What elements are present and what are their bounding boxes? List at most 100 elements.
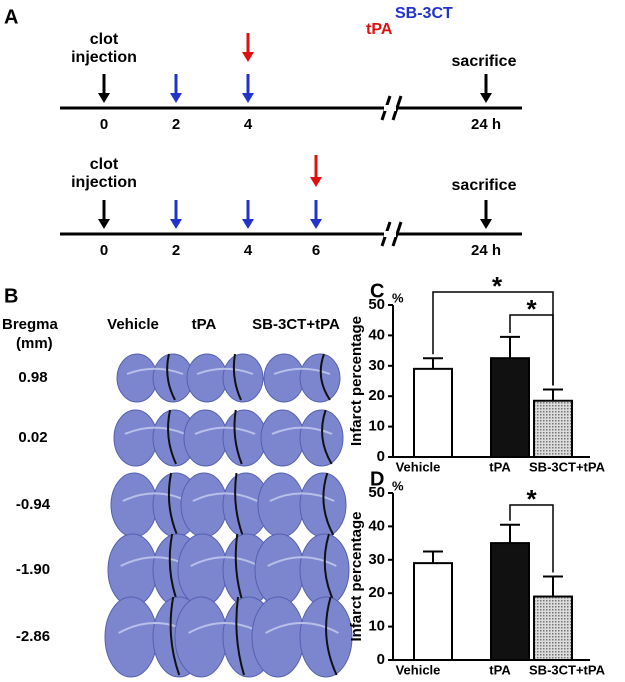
brain-slice: [113, 409, 158, 467]
significance-star: *: [492, 271, 503, 301]
brain-slice: [222, 353, 264, 403]
arrow-head: [170, 93, 182, 103]
axis-break: [391, 95, 403, 121]
y-tick-label: 30: [368, 551, 385, 568]
infarct-border: [235, 596, 245, 676]
timeline-tick: 24 h: [471, 116, 501, 133]
panel-label: B: [4, 285, 18, 307]
timeline-tick: 4: [244, 116, 253, 133]
infarct-border: [166, 353, 176, 401]
row-header: (mm): [16, 335, 53, 352]
bar: [413, 562, 453, 662]
slice-detail: [265, 622, 339, 634]
row-label: 0.02: [18, 429, 47, 446]
y-axis-label: Infarct percentage: [348, 511, 365, 641]
column-header: tPA: [192, 316, 217, 333]
y-unit: %: [392, 290, 404, 305]
arrow-head: [242, 52, 254, 62]
y-tick-label: 40: [368, 517, 385, 534]
bar-texture: [535, 597, 571, 659]
x-tick-label: Vehicle: [396, 662, 441, 677]
brain-slice: [180, 472, 228, 538]
arrow-head: [480, 93, 492, 103]
row-label: -2.86: [16, 628, 50, 645]
arrow-head: [310, 219, 322, 229]
significance-bracket: [509, 504, 554, 573]
y-tick-label: 10: [368, 618, 385, 635]
y-tick-label: 50: [368, 484, 385, 501]
brain-slice: [254, 533, 305, 607]
bar-texture: [535, 401, 571, 456]
infarct-border: [167, 472, 179, 536]
brain-slice: [104, 596, 158, 678]
infarct-border: [169, 596, 181, 676]
slice-detail: [190, 556, 260, 567]
brain-slice: [110, 472, 158, 538]
significance-star: *: [526, 484, 537, 514]
brain-slice: [107, 533, 158, 607]
y-tick-label: 40: [368, 326, 385, 343]
legend-entry: tPA: [366, 21, 393, 38]
significance-bracket: [509, 314, 554, 386]
brain-slice: [177, 533, 228, 607]
legend-entry: SB-3CT: [395, 5, 453, 22]
significance-star: *: [526, 294, 537, 324]
brain-slice: [257, 472, 305, 538]
break-gap: [384, 105, 396, 111]
slice-detail: [196, 367, 254, 375]
panel-label: A: [4, 6, 18, 28]
slice-detail: [273, 367, 331, 375]
infarct-border: [321, 409, 333, 465]
brain-slice: [299, 353, 341, 403]
x-tick-label: Vehicle: [396, 459, 441, 474]
y-tick-label: 20: [368, 584, 385, 601]
event-label: injection: [71, 174, 137, 191]
x-tick-label: SB-3CT+tPA: [529, 459, 606, 474]
bar: [490, 357, 530, 459]
arrow-head: [310, 177, 322, 187]
slice-detail: [124, 426, 186, 435]
brain-slice: [222, 409, 267, 467]
x-tick-label: tPA: [489, 459, 511, 474]
y-tick-label: 50: [368, 296, 385, 313]
brain-slice: [116, 353, 158, 403]
break-gap: [384, 231, 396, 237]
infarct-border: [233, 409, 243, 465]
y-axis-label: Infarct percentage: [348, 316, 365, 446]
timeline-tick: 6: [312, 242, 320, 259]
arrow-head: [170, 219, 182, 229]
infarct-border: [167, 409, 177, 465]
bar: [490, 542, 530, 661]
x-tick-label: tPA: [489, 662, 511, 677]
timeline-tick: 0: [100, 116, 108, 133]
brain-slice: [263, 353, 305, 403]
arrow-head: [98, 93, 110, 103]
brain-slice: [260, 409, 305, 467]
slice-detail: [267, 556, 337, 567]
panel-label: D: [370, 468, 384, 490]
y-tick-label: 0: [377, 651, 385, 668]
column-header: Vehicle: [107, 316, 159, 333]
row-label: 0.98: [18, 369, 47, 386]
event-label: injection: [71, 49, 137, 66]
slice-detail: [271, 426, 333, 435]
row-header: Bregma: [2, 316, 59, 333]
y-unit: %: [392, 478, 404, 493]
infarct-border: [325, 596, 338, 676]
arrow-head: [242, 219, 254, 229]
infarct-border: [232, 353, 242, 401]
event-label: sacrifice: [452, 177, 517, 194]
row-label: -1.90: [16, 561, 50, 578]
slice-detail: [126, 367, 184, 375]
brain-slice: [251, 596, 305, 678]
infarct-border: [234, 472, 244, 536]
column-header: SB-3CT+tPA: [252, 316, 340, 333]
y-tick-label: 20: [368, 387, 385, 404]
slice-detail: [269, 492, 335, 502]
timeline-tick: 2: [172, 116, 180, 133]
y-tick-label: 10: [368, 418, 385, 435]
infarct-border: [234, 533, 245, 605]
event-label: clot: [90, 156, 119, 173]
timeline-tick: 0: [100, 242, 108, 259]
